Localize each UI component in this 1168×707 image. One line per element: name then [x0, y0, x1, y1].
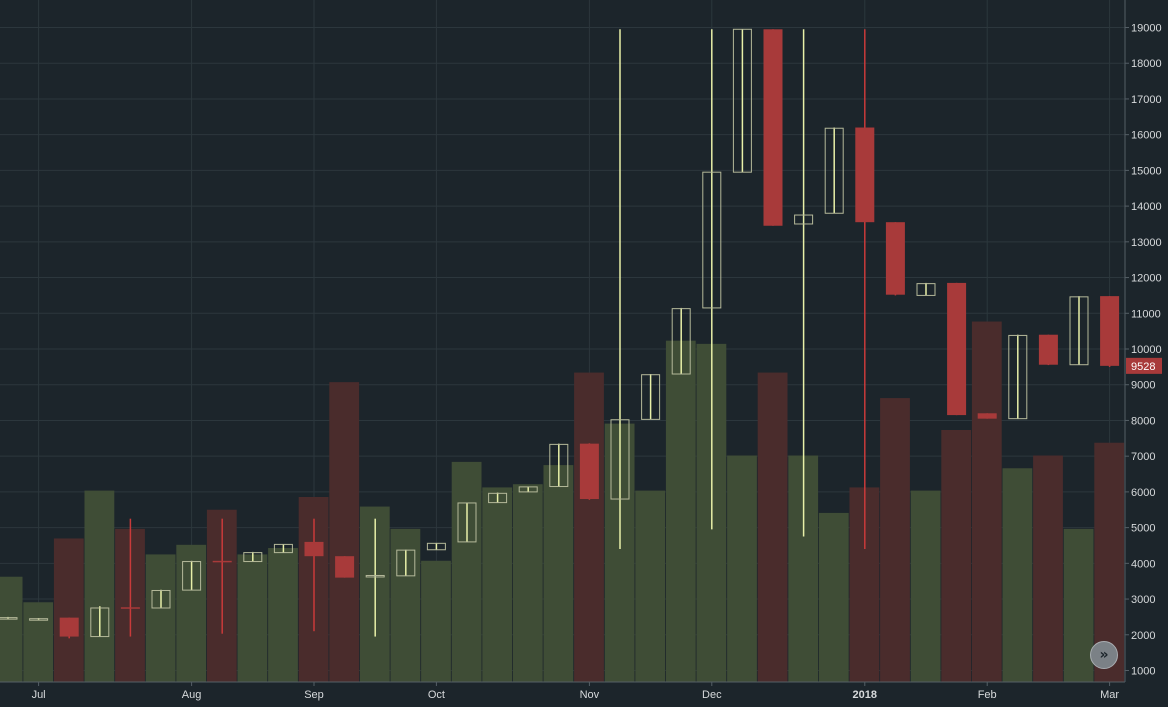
- x-tick-label: Mar: [1100, 689, 1119, 701]
- candle-body: [488, 492, 508, 504]
- y-tick-label: 7000: [1131, 451, 1155, 463]
- volume-bar: [543, 465, 574, 682]
- y-tick-label: 6000: [1131, 487, 1155, 499]
- x-tick-label: Oct: [428, 689, 445, 701]
- candle-body: [29, 618, 49, 621]
- volume-bar: [971, 321, 1002, 682]
- y-tick-label: 18000: [1131, 58, 1162, 70]
- candle-body: [273, 543, 293, 554]
- y-tick-label: 13000: [1131, 237, 1162, 249]
- volume-bar: [880, 398, 910, 682]
- last-price-tag: [1126, 357, 1162, 374]
- x-tick-label: Dec: [702, 689, 722, 701]
- volume-bar: [268, 548, 298, 682]
- candle-body: [151, 589, 171, 609]
- candle-body: [304, 541, 324, 557]
- y-tick-label: 5000: [1131, 523, 1155, 535]
- volume-bar: [910, 490, 941, 682]
- candle-body: [0, 617, 18, 620]
- candle-body: [855, 127, 875, 223]
- y-tick-label: 12000: [1131, 273, 1162, 285]
- y-tick-label: 10000: [1131, 344, 1162, 356]
- y-tick-label: 8000: [1131, 415, 1155, 427]
- volume-bar: [237, 554, 268, 682]
- volume-bar: [635, 490, 666, 682]
- candle-body: [1038, 334, 1058, 365]
- volume-bar: [145, 554, 176, 682]
- candle-body: [120, 607, 140, 609]
- candle-body: [824, 127, 844, 214]
- volume-bar: [574, 372, 604, 682]
- candle-body: [702, 171, 722, 309]
- y-tick-label: 1000: [1131, 666, 1155, 678]
- last-price-label: 9528: [1131, 361, 1155, 373]
- candle-body: [335, 556, 355, 578]
- x-tick-label: Jul: [32, 689, 46, 701]
- candle-body: [212, 560, 232, 563]
- candle-body: [365, 574, 385, 578]
- candle-body: [579, 443, 599, 500]
- candle-body: [90, 607, 110, 638]
- candle-body: [1069, 296, 1089, 366]
- y-tick-label: 2000: [1131, 630, 1155, 642]
- volume-bar: [23, 602, 54, 682]
- y-tick-label: 16000: [1131, 130, 1162, 142]
- candle-body: [794, 214, 814, 225]
- x-tick-label: Sep: [304, 689, 324, 701]
- candle-body: [977, 413, 997, 419]
- volume-bar: [53, 538, 84, 682]
- candle-body: [549, 443, 569, 488]
- scroll-to-latest-button[interactable]: »: [1090, 641, 1118, 669]
- candle-body: [182, 561, 202, 591]
- y-tick-label: 11000: [1131, 308, 1161, 320]
- candle-body: [885, 222, 905, 295]
- volume-bar: [482, 487, 513, 682]
- y-tick-label: 9000: [1131, 380, 1155, 392]
- candle-body: [610, 419, 630, 500]
- volume-bar: [329, 382, 360, 682]
- candle-body: [916, 283, 936, 296]
- y-tick-label: 15000: [1131, 165, 1162, 177]
- candle-body: [243, 552, 263, 563]
- candle-body: [671, 308, 691, 375]
- candle-body: [59, 617, 79, 637]
- volume-bar: [84, 490, 115, 682]
- volume-bar: [665, 340, 696, 682]
- x-tick-label: 2018: [853, 689, 877, 701]
- y-tick-label: 14000: [1131, 201, 1162, 213]
- candle-body: [1008, 334, 1028, 420]
- candle-body: [457, 502, 477, 543]
- candle-body: [518, 486, 538, 493]
- y-tick-label: 3000: [1131, 594, 1155, 606]
- candle-body: [732, 28, 752, 173]
- volume-bar: [941, 429, 972, 682]
- volume-bar: [421, 560, 451, 682]
- y-tick-label: 17000: [1131, 94, 1162, 106]
- volume-bar: [451, 461, 482, 682]
- volume-bar: [1063, 528, 1094, 682]
- x-tick-label: Nov: [580, 689, 600, 701]
- volume-bar: [512, 484, 543, 682]
- candle-body: [396, 549, 416, 577]
- y-tick-label: 19000: [1131, 23, 1162, 35]
- volume-bar: [757, 372, 788, 682]
- volume-bar: [1002, 468, 1033, 682]
- candle-body: [763, 29, 783, 226]
- volume-bar: [1033, 455, 1063, 682]
- candle-body: [947, 282, 967, 416]
- volume-bar: [818, 512, 849, 682]
- y-tick-label: 4000: [1131, 558, 1155, 570]
- candle-body: [1100, 296, 1120, 366]
- x-tick-label: Aug: [182, 689, 202, 701]
- volume-bar: [727, 455, 757, 682]
- candle-body: [641, 374, 661, 420]
- volume-bar: [0, 576, 23, 682]
- candle-body: [426, 542, 446, 551]
- x-tick-label: Feb: [978, 689, 997, 701]
